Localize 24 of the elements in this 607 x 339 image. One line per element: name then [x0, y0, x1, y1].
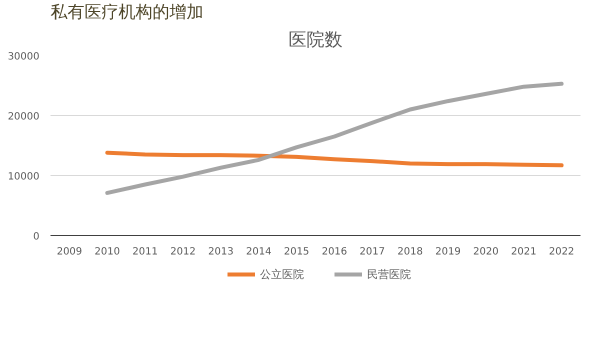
x-tick-label: 2015 — [284, 246, 310, 258]
x-tick-label: 2021 — [510, 246, 536, 258]
line-series — [105, 82, 564, 195]
x-tick-label: 2022 — [548, 246, 574, 258]
legend-label: 民营医院 — [367, 266, 411, 282]
x-tick-label: 2017 — [360, 246, 386, 258]
y-tick-label: 30000 — [8, 52, 40, 62]
x-tick-label: 2019 — [435, 246, 461, 258]
y-tick-label: 10000 — [8, 172, 40, 182]
x-tick-label: 2014 — [246, 246, 272, 258]
text: 私有医疗机构的增加 — [50, 2, 204, 22]
x-tick-label: 2011 — [132, 246, 158, 258]
x-tick-label: 2010 — [94, 246, 120, 258]
y-tick-label: 20000 — [8, 112, 40, 122]
y-tick-label: 0 — [33, 232, 40, 242]
x-tick-label: 2009 — [56, 246, 82, 258]
x-tick-label: 2013 — [208, 246, 234, 258]
x-tick-label: 2016 — [322, 246, 348, 258]
chart-title: 医院数 — [288, 30, 342, 50]
x-tick-label: 2018 — [397, 246, 423, 258]
legend-label: 公立医院 — [260, 266, 304, 282]
line-series — [105, 150, 564, 168]
x-tick-label: 2012 — [170, 246, 196, 258]
x-tick-label: 2020 — [473, 246, 499, 258]
